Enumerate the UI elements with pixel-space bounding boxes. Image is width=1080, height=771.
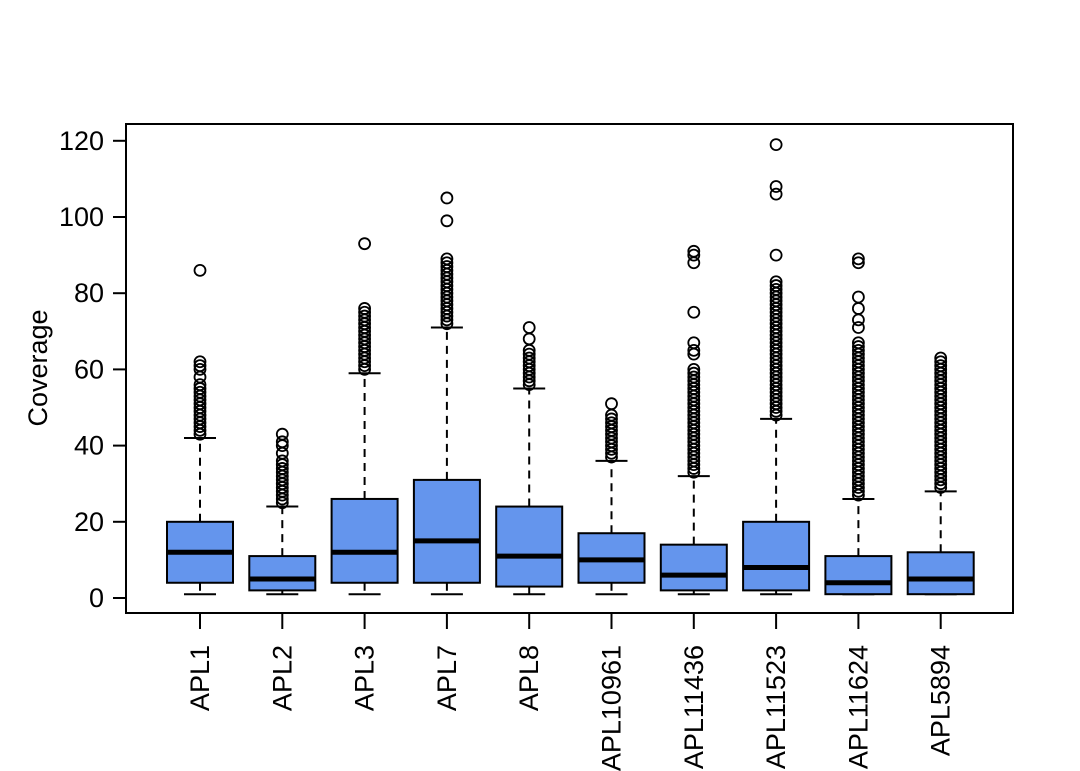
outlier-point (193, 359, 207, 372)
outlier-point (769, 282, 783, 296)
y-axis-title: Coverage (23, 309, 53, 426)
outlier-point (852, 321, 865, 334)
y-tick-label: 40 (74, 431, 104, 461)
outlier-point (440, 260, 454, 273)
x-tick-label: APL1 (185, 645, 215, 711)
outlier-point (522, 332, 536, 346)
outlier-point (440, 191, 454, 205)
outlier-point (193, 263, 207, 277)
outlier-point (358, 305, 372, 319)
outlier-point (687, 305, 701, 319)
outlier-point (852, 252, 865, 266)
y-tick-label: 0 (89, 583, 104, 613)
outlier-point (687, 248, 701, 262)
y-tick-label: 120 (59, 126, 104, 156)
boxplot-APL5894 (906, 351, 975, 596)
outlier-point (769, 248, 783, 262)
x-tick-label: APL10961 (597, 645, 627, 771)
outlier-point (852, 336, 865, 350)
outlier-point (852, 256, 865, 270)
outlier-point (358, 237, 372, 251)
outlier-point (522, 351, 536, 365)
y-tick-label: 100 (59, 202, 104, 232)
iqr-box (330, 497, 399, 584)
outlier-point (193, 378, 207, 392)
x-tick-label: APL2 (267, 645, 297, 711)
outlier-point (193, 355, 207, 369)
y-tick-label: 80 (74, 278, 104, 308)
outlier-point (440, 252, 454, 266)
outlier-point (358, 302, 372, 315)
outlier-point (934, 359, 948, 372)
outlier-point (769, 138, 783, 152)
outlier-point (275, 435, 289, 449)
iqr-box (495, 505, 564, 588)
iqr-box (742, 520, 811, 592)
y-tick-label: 20 (74, 507, 104, 537)
outlier-point (852, 290, 865, 304)
boxplot-APL10961 (577, 397, 646, 596)
boxplot-APL3 (330, 237, 399, 596)
iqr-box (248, 555, 317, 592)
boxplot-APL2 (248, 427, 317, 596)
outlier-point (852, 302, 865, 315)
boxplot-APL11523 (742, 138, 811, 596)
boxplot-APL11624 (824, 252, 893, 596)
outlier-point (358, 309, 372, 323)
outlier-point (440, 214, 454, 228)
outlier-point (522, 321, 536, 334)
x-tick-label: APL11523 (761, 645, 791, 769)
outlier-point (440, 256, 454, 270)
outlier-point (852, 313, 865, 327)
outlier-point (934, 351, 948, 365)
outlier-point (769, 279, 783, 292)
iqr-box (659, 543, 728, 592)
x-tick-label: APL5894 (926, 645, 956, 756)
outlier-point (193, 385, 207, 399)
plot-border (125, 123, 1014, 614)
outlier-point (769, 180, 783, 193)
outlier-point (852, 340, 865, 353)
outlier-point (605, 412, 618, 426)
x-axis: APL1 APL2 APL3 APL7 APL8 APL10961 APL11436 APL1… (185, 613, 956, 771)
boxplot-APL7 (412, 191, 481, 596)
boxplot-APL1 (166, 263, 234, 596)
outlier-point (687, 366, 701, 380)
outlier-point (605, 397, 618, 411)
outlier-point (687, 370, 701, 384)
iqr-box (906, 551, 975, 596)
outlier-point (193, 362, 207, 376)
outlier-point (275, 462, 289, 475)
x-tick-label: APL8 (514, 645, 544, 711)
outlier-point (769, 275, 783, 289)
y-tick-label: 60 (74, 354, 104, 384)
outlier-point (769, 187, 783, 201)
outlier-point (687, 244, 701, 258)
outlier-point (522, 347, 536, 361)
x-tick-label: APL3 (350, 645, 380, 711)
outlier-point (687, 362, 701, 376)
outlier-point (687, 336, 701, 350)
x-tick-label: APL11624 (843, 645, 873, 769)
iqr-box (412, 478, 481, 584)
iqr-box (824, 555, 893, 596)
y-axis: 0 20 40 60 80 100 120 (59, 126, 126, 613)
x-tick-label: APL7 (432, 645, 462, 711)
outlier-point (275, 454, 289, 468)
x-tick-label: APL11436 (679, 645, 709, 769)
outlier-point (687, 343, 701, 357)
outlier-point (852, 343, 865, 357)
boxplot-APL8 (495, 321, 564, 596)
outlier-point (605, 416, 618, 430)
outlier-point (934, 355, 948, 369)
boxplot-APL11436 (659, 244, 728, 596)
outlier-point (275, 427, 289, 441)
